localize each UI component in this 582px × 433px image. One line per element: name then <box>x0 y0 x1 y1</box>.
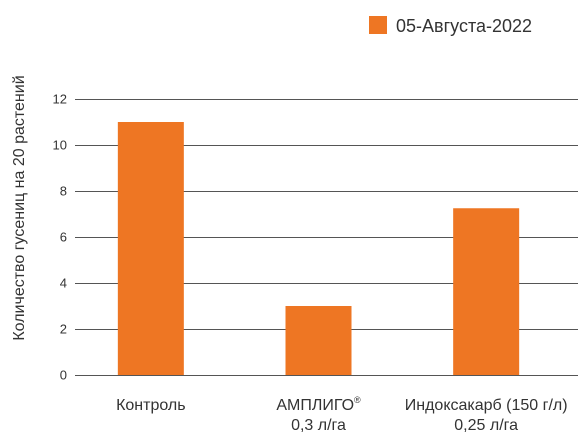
y-axis-title: Количество гусениц на 20 растений <box>11 75 28 340</box>
category-label-1: Контроль <box>116 397 186 414</box>
legend: 05-Августа-2022 <box>369 16 532 36</box>
y-tick-label-10: 10 <box>53 138 67 153</box>
y-tick-label-12: 12 <box>53 92 67 107</box>
category-labels: Контроль АМПЛИГО® 0,3 л/га Индоксакарб (150… <box>116 395 567 433</box>
category-label-line: Индоксакарб (150 г/л) <box>405 397 568 414</box>
category-label-line: АМПЛИГО® <box>276 395 361 414</box>
bar-3 <box>453 208 520 375</box>
legend-swatch <box>369 16 387 34</box>
bar-2 <box>285 306 352 375</box>
y-tick-labels: 0 2 4 6 8 10 12 <box>53 92 67 383</box>
bar-1 <box>117 122 184 375</box>
category-label-3: Индоксакарб (150 г/л) 0,25 л/га <box>405 397 568 433</box>
y-tick-label-0: 0 <box>60 368 67 383</box>
category-label-line: Контроль <box>116 397 186 414</box>
bars <box>117 122 520 375</box>
category-label-line: 0,25 л/га <box>454 417 518 433</box>
legend-item: 05-Августа-2022 <box>369 16 532 36</box>
category-label-line: 0,3 л/га <box>291 417 346 433</box>
y-tick-label-6: 6 <box>60 230 67 245</box>
y-tick-label-8: 8 <box>60 184 67 199</box>
y-tick-label-2: 2 <box>60 322 67 337</box>
registered-mark: ® <box>354 395 361 405</box>
legend-label: 05-Августа-2022 <box>396 16 532 36</box>
category-label-2: АМПЛИГО® 0,3 л/га <box>276 395 361 433</box>
y-tick-label-4: 4 <box>60 276 67 291</box>
